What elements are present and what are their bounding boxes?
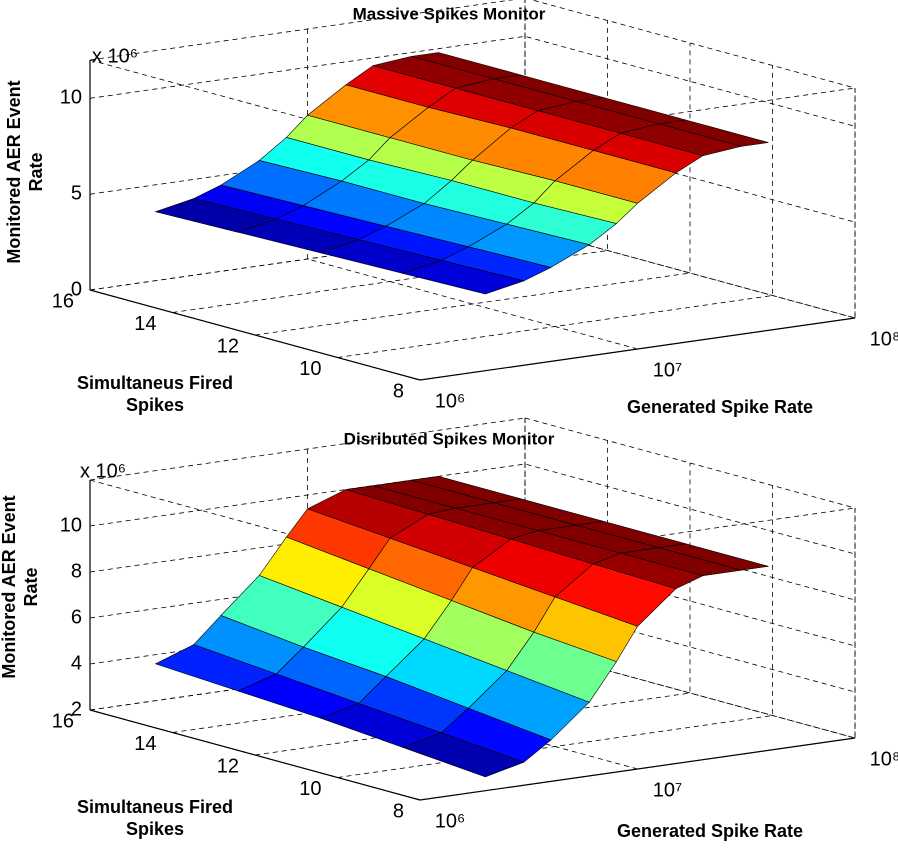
z-tick-label: 4	[71, 652, 82, 674]
box-edge	[89, 479, 421, 571]
axis-line	[419, 737, 856, 801]
y-tick-label: 12	[217, 755, 239, 777]
grid-line	[89, 131, 856, 223]
z-tick-label: 0	[71, 278, 82, 300]
y-axis-label: Simultaneus Fired Spikes	[76, 797, 234, 839]
axis-exponent: x 10⁶	[92, 45, 138, 67]
surface-patch	[401, 259, 525, 295]
y-tick-label: 16	[52, 290, 74, 312]
z-tick-label: 10	[60, 514, 82, 536]
grid-line	[337, 65, 773, 358]
axis-exponent: x 10⁶	[80, 460, 126, 482]
y-axis-label: Simultaneus Fired Spikes	[76, 373, 234, 415]
z-tick-label: 5	[71, 182, 82, 204]
y-tick-label: 8	[393, 380, 404, 402]
z-tick-label: 10	[60, 87, 82, 109]
z-tick-label: 8	[71, 560, 82, 582]
grid-line	[89, 555, 856, 647]
z-axis-label: Monitored AER Event Rate	[0, 495, 41, 679]
grid-line	[89, 35, 856, 127]
grid-line	[172, 20, 608, 313]
grid-line	[89, 509, 856, 601]
x-tick-label: 10⁷	[653, 779, 682, 801]
x-tick-label: 10⁶	[435, 810, 465, 832]
z-tick-label: 6	[71, 606, 82, 628]
z-axis-label: Monitored AER Event Rate	[4, 80, 46, 264]
axis-line	[419, 317, 856, 381]
box-edge	[89, 0, 514, 61]
grid-line	[254, 43, 691, 336]
y-tick-label: 8	[393, 800, 404, 822]
x-tick-label: 10⁸	[870, 328, 898, 350]
box-edge	[89, 59, 421, 151]
chart-title: Massive Spikes Monitor	[353, 4, 546, 23]
x-tick-label: 10⁸	[870, 748, 898, 770]
axis-line	[89, 709, 421, 801]
y-tick-label: 10	[299, 358, 321, 380]
box-edge	[89, 417, 526, 481]
x-tick-label: 10⁶	[435, 390, 465, 412]
x-axis-label: Generated Spike Rate	[626, 397, 814, 417]
chart-title: Disributed Spikes Monitor	[344, 429, 555, 448]
y-tick-label: 12	[217, 335, 239, 357]
grid-line	[89, 463, 856, 555]
surface-patch	[402, 732, 525, 778]
x-axis-label: Generated Spike Rate	[616, 821, 804, 841]
y-tick-label: 10	[299, 778, 321, 800]
z-tick-label: 2	[71, 698, 82, 720]
y-tick-label: 14	[134, 313, 156, 335]
y-tick-label: 14	[134, 733, 156, 755]
axis-line	[89, 289, 421, 381]
x-tick-label: 10⁷	[653, 359, 682, 381]
y-tick-label: 16	[52, 710, 74, 732]
grid-line	[89, 227, 856, 319]
